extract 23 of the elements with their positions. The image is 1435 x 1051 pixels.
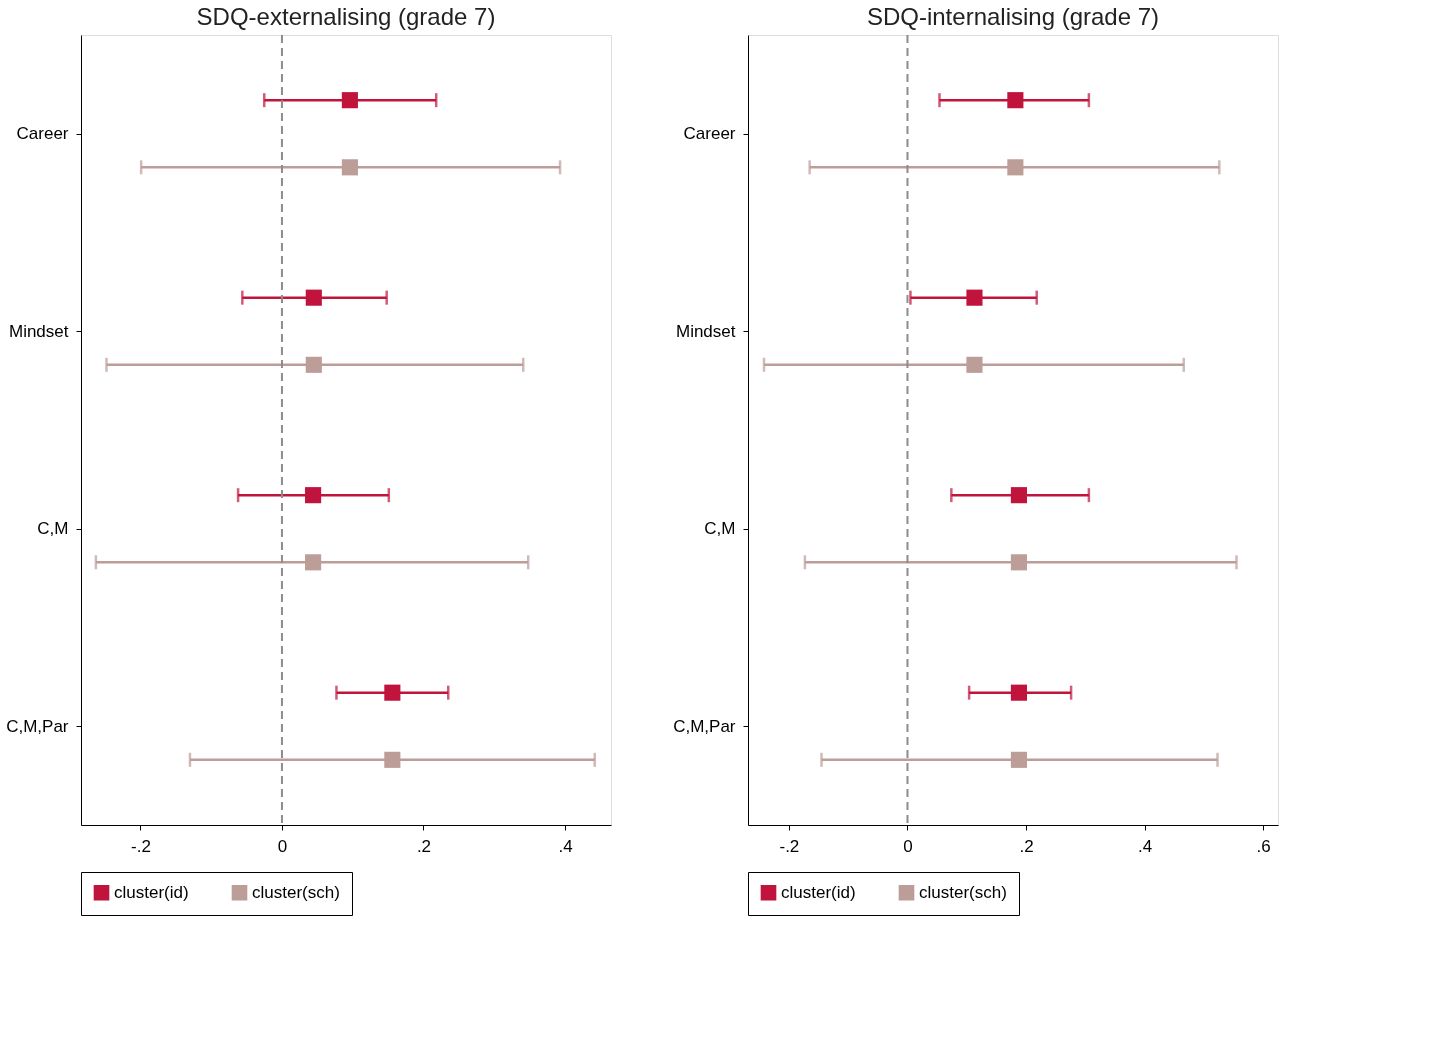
chart-title: SDQ-externalising (grade 7)	[196, 3, 496, 30]
x-tick-label: .4	[1138, 836, 1153, 856]
chart-title: SDQ-internalising (grade 7)	[866, 3, 1160, 30]
x-tick-label: .2	[1019, 836, 1034, 856]
y-tick-label: C,M	[37, 519, 69, 539]
legend-label: cluster(id)	[781, 882, 856, 902]
y-tick-label: C,M,Par	[6, 716, 69, 736]
legend-label: cluster(sch)	[919, 882, 1007, 902]
x-tick-label: .2	[416, 836, 432, 856]
y-tick-label: Mindset	[8, 321, 69, 341]
x-tick-label: 0	[277, 836, 288, 856]
y-tick-label: Career	[683, 124, 736, 144]
legend-label: cluster(sch)	[252, 882, 340, 902]
x-tick-label: .6	[1256, 836, 1271, 856]
legend-label: cluster(id)	[114, 882, 189, 902]
y-tick-label: C,M,Par	[673, 716, 736, 736]
x-tick-label: 0	[903, 836, 913, 856]
y-tick-label: Mindset	[675, 321, 736, 341]
y-tick-label: C,M	[704, 519, 736, 539]
x-tick-label: .4	[558, 836, 573, 856]
x-tick-label: -.2	[779, 836, 800, 856]
x-tick-label: -.2	[131, 836, 151, 856]
y-tick-label: Career	[16, 124, 69, 144]
